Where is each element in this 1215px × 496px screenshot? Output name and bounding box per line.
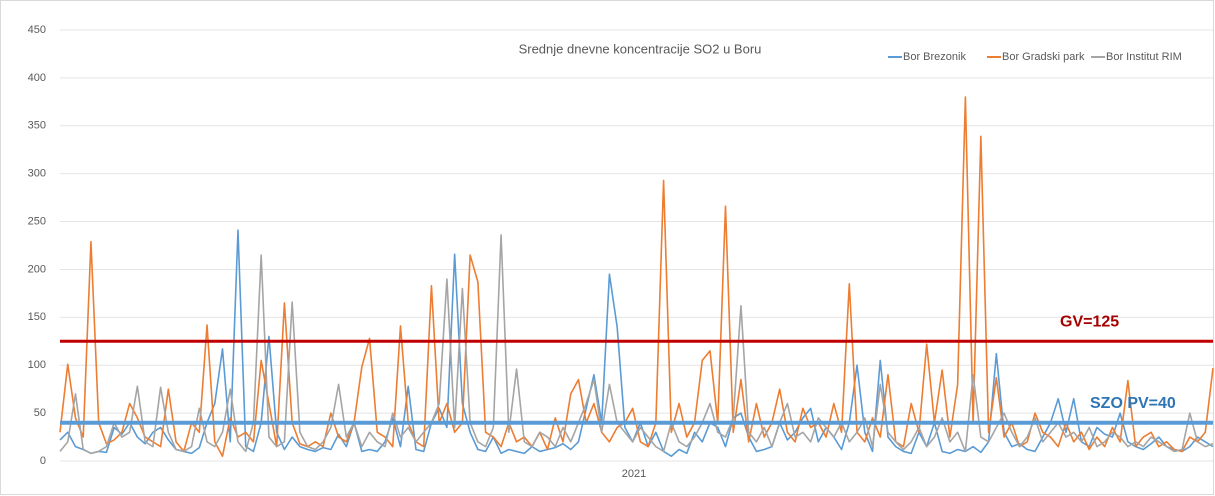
y-tick-label: 0 bbox=[40, 455, 46, 467]
y-tick-label: 150 bbox=[28, 311, 46, 323]
legend-label: Bor Gradski park bbox=[1002, 51, 1085, 63]
x-axis-label: 2021 bbox=[622, 468, 646, 480]
y-tick-label: 250 bbox=[28, 215, 46, 227]
y-tick-label: 450 bbox=[28, 24, 46, 36]
reference-label: GV=125 bbox=[1060, 313, 1119, 330]
y-tick-label: 300 bbox=[28, 168, 46, 180]
y-tick-label: 200 bbox=[28, 263, 46, 275]
legend-label: Bor Institut RIM bbox=[1106, 51, 1182, 63]
y-tick-label: 400 bbox=[28, 72, 46, 84]
reference-label: SZO PV=40 bbox=[1090, 395, 1176, 412]
legend-label: Bor Brezonik bbox=[903, 51, 966, 63]
chart-title: Srednje dnevne koncentracije SO2 u Boru bbox=[519, 41, 762, 56]
y-tick-label: 350 bbox=[28, 120, 46, 132]
y-tick-label: 100 bbox=[28, 359, 46, 371]
y-tick-label: 50 bbox=[34, 407, 46, 419]
series-line bbox=[59, 234, 1214, 455]
